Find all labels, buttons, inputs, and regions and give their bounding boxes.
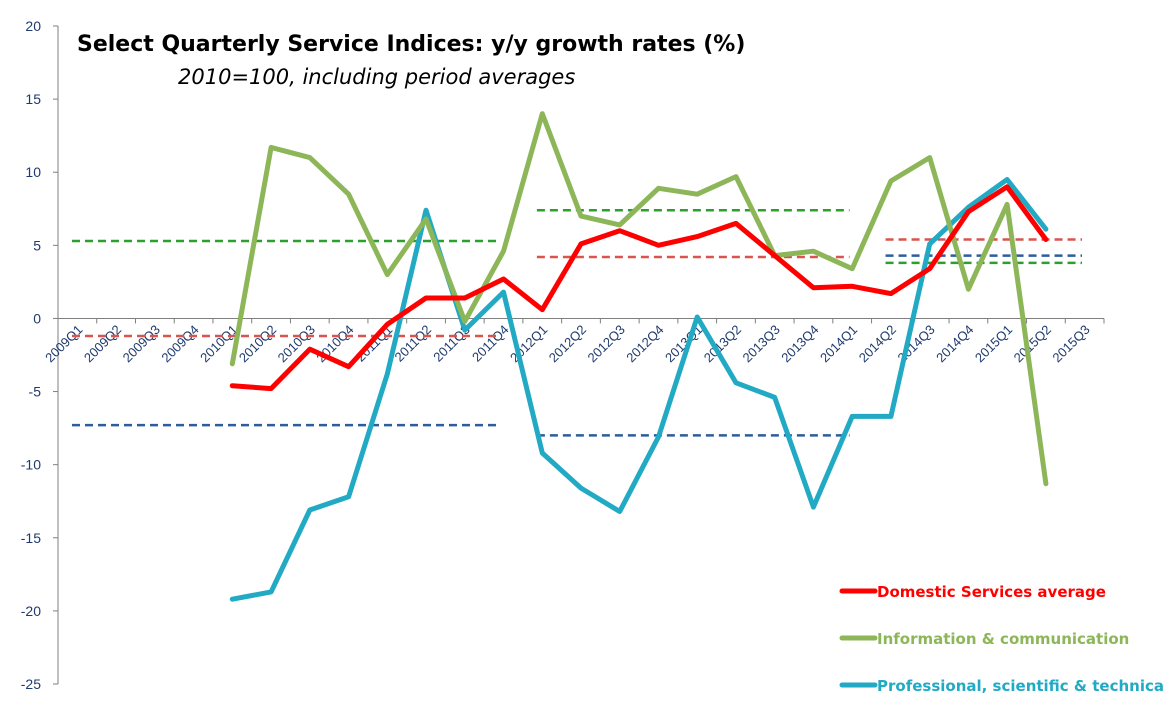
x-tick-label: 2015Q2 <box>1011 322 1054 365</box>
x-tick-label: 2013Q3 <box>740 322 783 365</box>
x-tick-label: 2009Q1 <box>42 322 85 365</box>
legend: Domestic Services average Information & c… <box>839 583 1163 695</box>
y-tick-label: -10 <box>21 457 41 473</box>
y-tick-label: -20 <box>21 603 41 619</box>
y-tick-label: 15 <box>25 91 41 107</box>
series-lines <box>229 111 1049 602</box>
chart-title: Select Quarterly Service Indices: y/y gr… <box>77 32 745 57</box>
legend-label: Information & communication <box>877 630 1129 648</box>
y-tick-label: -25 <box>21 676 41 692</box>
y-tick-label: 5 <box>33 237 41 253</box>
x-tick-label: 2009Q2 <box>81 322 124 365</box>
y-tick-label: 0 <box>33 310 41 326</box>
y-tick-label: 10 <box>25 164 41 180</box>
x-tick-label: 2015Q3 <box>1049 322 1092 365</box>
legend-label: Professional, scientific & technical <box>877 677 1163 695</box>
x-tick-label: 2014Q1 <box>817 322 860 365</box>
x-tick-label: 2009Q3 <box>120 322 163 365</box>
chart-subtitle: 2010=100, including period averages <box>178 65 575 89</box>
x-tick-label: 2014Q4 <box>933 322 976 365</box>
x-tick-label: 2010Q2 <box>236 322 279 365</box>
x-tick-label: 2012Q4 <box>623 322 666 365</box>
x-tick-label: 2012Q2 <box>546 322 589 365</box>
x-tick-label: 2014Q3 <box>894 322 937 365</box>
series-line <box>229 111 1049 487</box>
y-tick-label: -5 <box>29 384 42 400</box>
y-tick-label: -15 <box>21 530 41 546</box>
x-tick-label: 2010Q3 <box>275 322 318 365</box>
x-tick-label: 2012Q3 <box>585 322 628 365</box>
legend-label: Domestic Services average <box>877 583 1106 601</box>
x-tick-label: 2014Q2 <box>856 322 899 365</box>
x-tick-label: 2015Q1 <box>972 322 1015 365</box>
x-tick-label: 2009Q4 <box>158 322 201 365</box>
x-tick-label: 2013Q4 <box>778 322 821 365</box>
series-line <box>229 177 1049 602</box>
x-tick-label: 2011Q4 <box>469 322 512 365</box>
series-line <box>229 184 1049 392</box>
y-tick-label: 20 <box>25 18 41 34</box>
